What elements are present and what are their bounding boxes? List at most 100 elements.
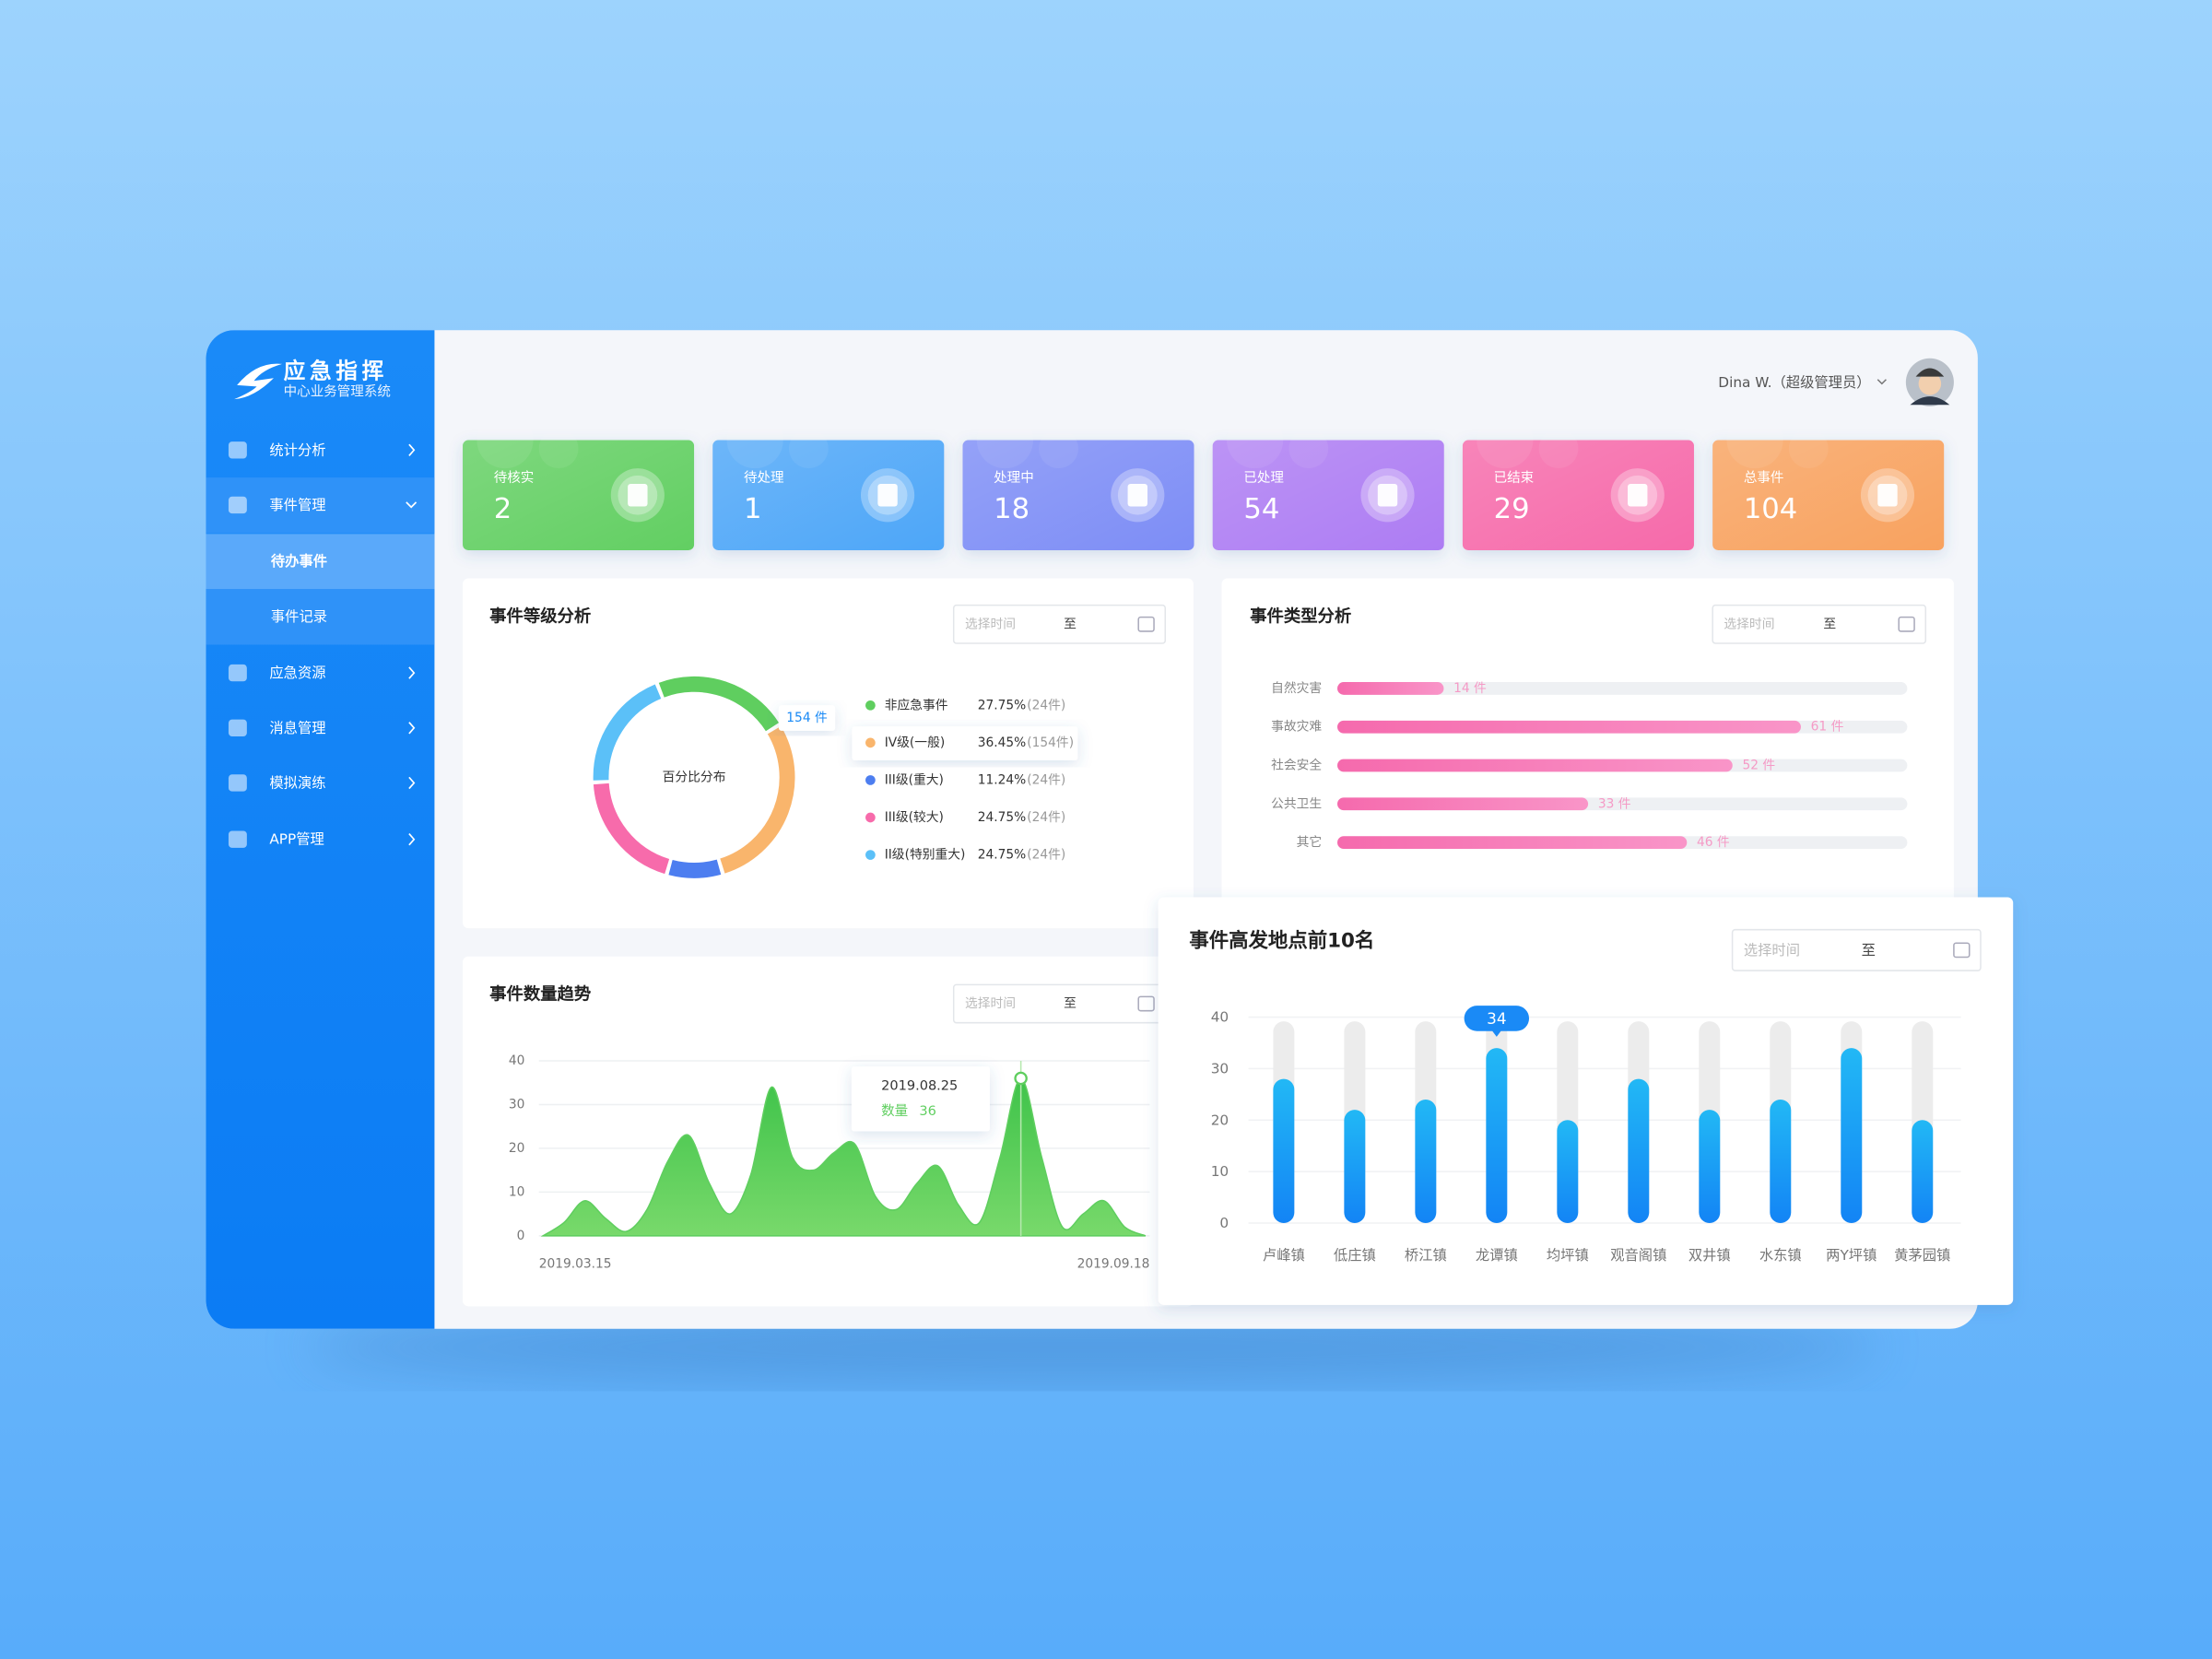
- bar: [1337, 797, 1589, 811]
- card-shine: [463, 440, 695, 550]
- menu-chevron: [406, 501, 418, 509]
- bar: [1628, 1078, 1650, 1224]
- card-value: 18: [994, 493, 1030, 525]
- y-tick-label: 20: [509, 1141, 525, 1156]
- bar-category: 社会安全: [1271, 758, 1322, 773]
- menu-chevron: [408, 666, 416, 679]
- user-name[interactable]: Dina W.（超级管理员）: [1718, 374, 1870, 391]
- date-separator: 至: [1862, 942, 1876, 959]
- menu-item[interactable]: 统计分析: [269, 441, 325, 458]
- y-tick-label: 10: [1211, 1163, 1229, 1180]
- bar-category: 自然灾害: [1271, 680, 1322, 696]
- panel-title: 事件数量趋势: [489, 984, 592, 1005]
- donut-tooltip-text: 154 件: [786, 711, 828, 725]
- x-tick-label: 低庄镇: [1334, 1247, 1376, 1264]
- card-shine: [1712, 440, 1945, 550]
- card-deco: [1039, 429, 1078, 469]
- menu-row[interactable]: [206, 589, 435, 645]
- legend-dot: [865, 812, 876, 823]
- bar-value-label: 52 件: [1742, 759, 1775, 773]
- calendar-icon[interactable]: [1137, 616, 1155, 632]
- calendar-icon[interactable]: [1137, 995, 1155, 1012]
- menu-item[interactable]: 模拟演练: [269, 774, 325, 791]
- stat-card[interactable]: 待核实 2: [463, 411, 695, 550]
- x-tick-label: 均坪镇: [1547, 1247, 1589, 1264]
- legend-percent: 36.45%: [978, 735, 1027, 750]
- legend-name[interactable]: 非应急事件: [885, 697, 948, 712]
- bar: [1841, 1048, 1863, 1224]
- stat-card[interactable]: 已处理 54: [1212, 411, 1444, 550]
- menu-item[interactable]: 事件管理: [269, 497, 325, 513]
- stat-card[interactable]: 总事件 104: [1712, 411, 1945, 550]
- calendar-icon[interactable]: [1953, 942, 1971, 959]
- card-shine: [1462, 440, 1694, 550]
- legend-count: (24件): [1027, 698, 1065, 712]
- card-shine: [962, 440, 1194, 550]
- logo: 应急指挥 中心业务管理系统: [234, 359, 391, 400]
- bar: [1344, 1110, 1366, 1224]
- card-deco: [477, 411, 534, 469]
- y-tick-label: 40: [509, 1053, 525, 1068]
- bar-category: 公共卫生: [1271, 796, 1322, 811]
- card-deco: [976, 411, 1034, 469]
- menu-item[interactable]: 消息管理: [269, 720, 325, 736]
- date-picker[interactable]: [1731, 928, 1982, 971]
- menu-item[interactable]: 事件记录: [271, 608, 327, 625]
- card-deco: [726, 411, 783, 469]
- card-icon-glyph: [1377, 484, 1398, 507]
- x-tick-label: 2019.09.18: [1077, 1256, 1150, 1271]
- user-dropdown[interactable]: [1877, 379, 1887, 385]
- logo-title: 应急指挥: [284, 359, 388, 384]
- bar-value-label: 33 件: [1598, 796, 1631, 811]
- card-icon-glyph: [1877, 484, 1898, 507]
- card-label: 待处理: [744, 470, 784, 486]
- legend-name[interactable]: IV级(一般): [885, 735, 946, 750]
- summary-cards: 待核实 2 待处理 1 处理中 18 已处理 54 已结束 29 总事件 104: [463, 411, 1945, 550]
- menu-chevron: [408, 776, 416, 790]
- menu-row[interactable]: [206, 534, 435, 590]
- card-label: 已结束: [1494, 470, 1535, 486]
- stat-card[interactable]: 已结束 29: [1462, 411, 1694, 550]
- legend-name[interactable]: III级(重大): [885, 772, 944, 787]
- tooltip-value: 36: [919, 1104, 936, 1119]
- menu-item[interactable]: 应急资源: [269, 665, 325, 681]
- card-label: 总事件: [1744, 470, 1784, 486]
- card-icon-glyph: [628, 484, 648, 507]
- date-picker[interactable]: [1712, 604, 1927, 644]
- date-separator: 至: [1823, 617, 1836, 631]
- tooltip-label: 数量: [881, 1103, 908, 1119]
- menu-item[interactable]: APP管理: [269, 831, 324, 848]
- menu-icon: [228, 830, 247, 848]
- date-separator: 至: [1064, 617, 1077, 631]
- x-tick-label: 桥江镇: [1405, 1247, 1447, 1264]
- legend-count: (24件): [1027, 810, 1065, 825]
- card-value: 2: [494, 493, 512, 525]
- bar-value-label: 46 件: [1697, 835, 1730, 850]
- legend-name[interactable]: III级(较大): [885, 810, 944, 825]
- y-tick-label: 20: [1211, 1112, 1229, 1128]
- area: [540, 1077, 1147, 1237]
- card-deco: [1726, 411, 1783, 469]
- card-value: 104: [1744, 493, 1797, 525]
- bar: [1337, 682, 1444, 695]
- donut-center-label: 百分比分布: [663, 770, 726, 784]
- y-tick-label: 30: [509, 1097, 525, 1112]
- panel-title: 事件类型分析: [1250, 606, 1351, 626]
- legend-name[interactable]: II级(特别重大): [885, 848, 966, 863]
- card-deco: [1788, 429, 1829, 469]
- bar-value-label: 61 件: [1811, 720, 1844, 735]
- avatar[interactable]: [1905, 358, 1954, 406]
- stat-card[interactable]: 待处理 1: [712, 411, 945, 550]
- calendar-icon[interactable]: [1898, 616, 1915, 632]
- stat-card[interactable]: 处理中 18: [962, 411, 1194, 550]
- menu-item[interactable]: 待办事件: [271, 553, 327, 570]
- menu-icon: [228, 719, 247, 736]
- card-shine: [712, 440, 945, 550]
- panel-title: 事件等级分析: [489, 606, 591, 626]
- y-tick-label: 30: [1211, 1060, 1229, 1077]
- hover-point: [1014, 1071, 1028, 1086]
- date-picker[interactable]: [952, 604, 1167, 644]
